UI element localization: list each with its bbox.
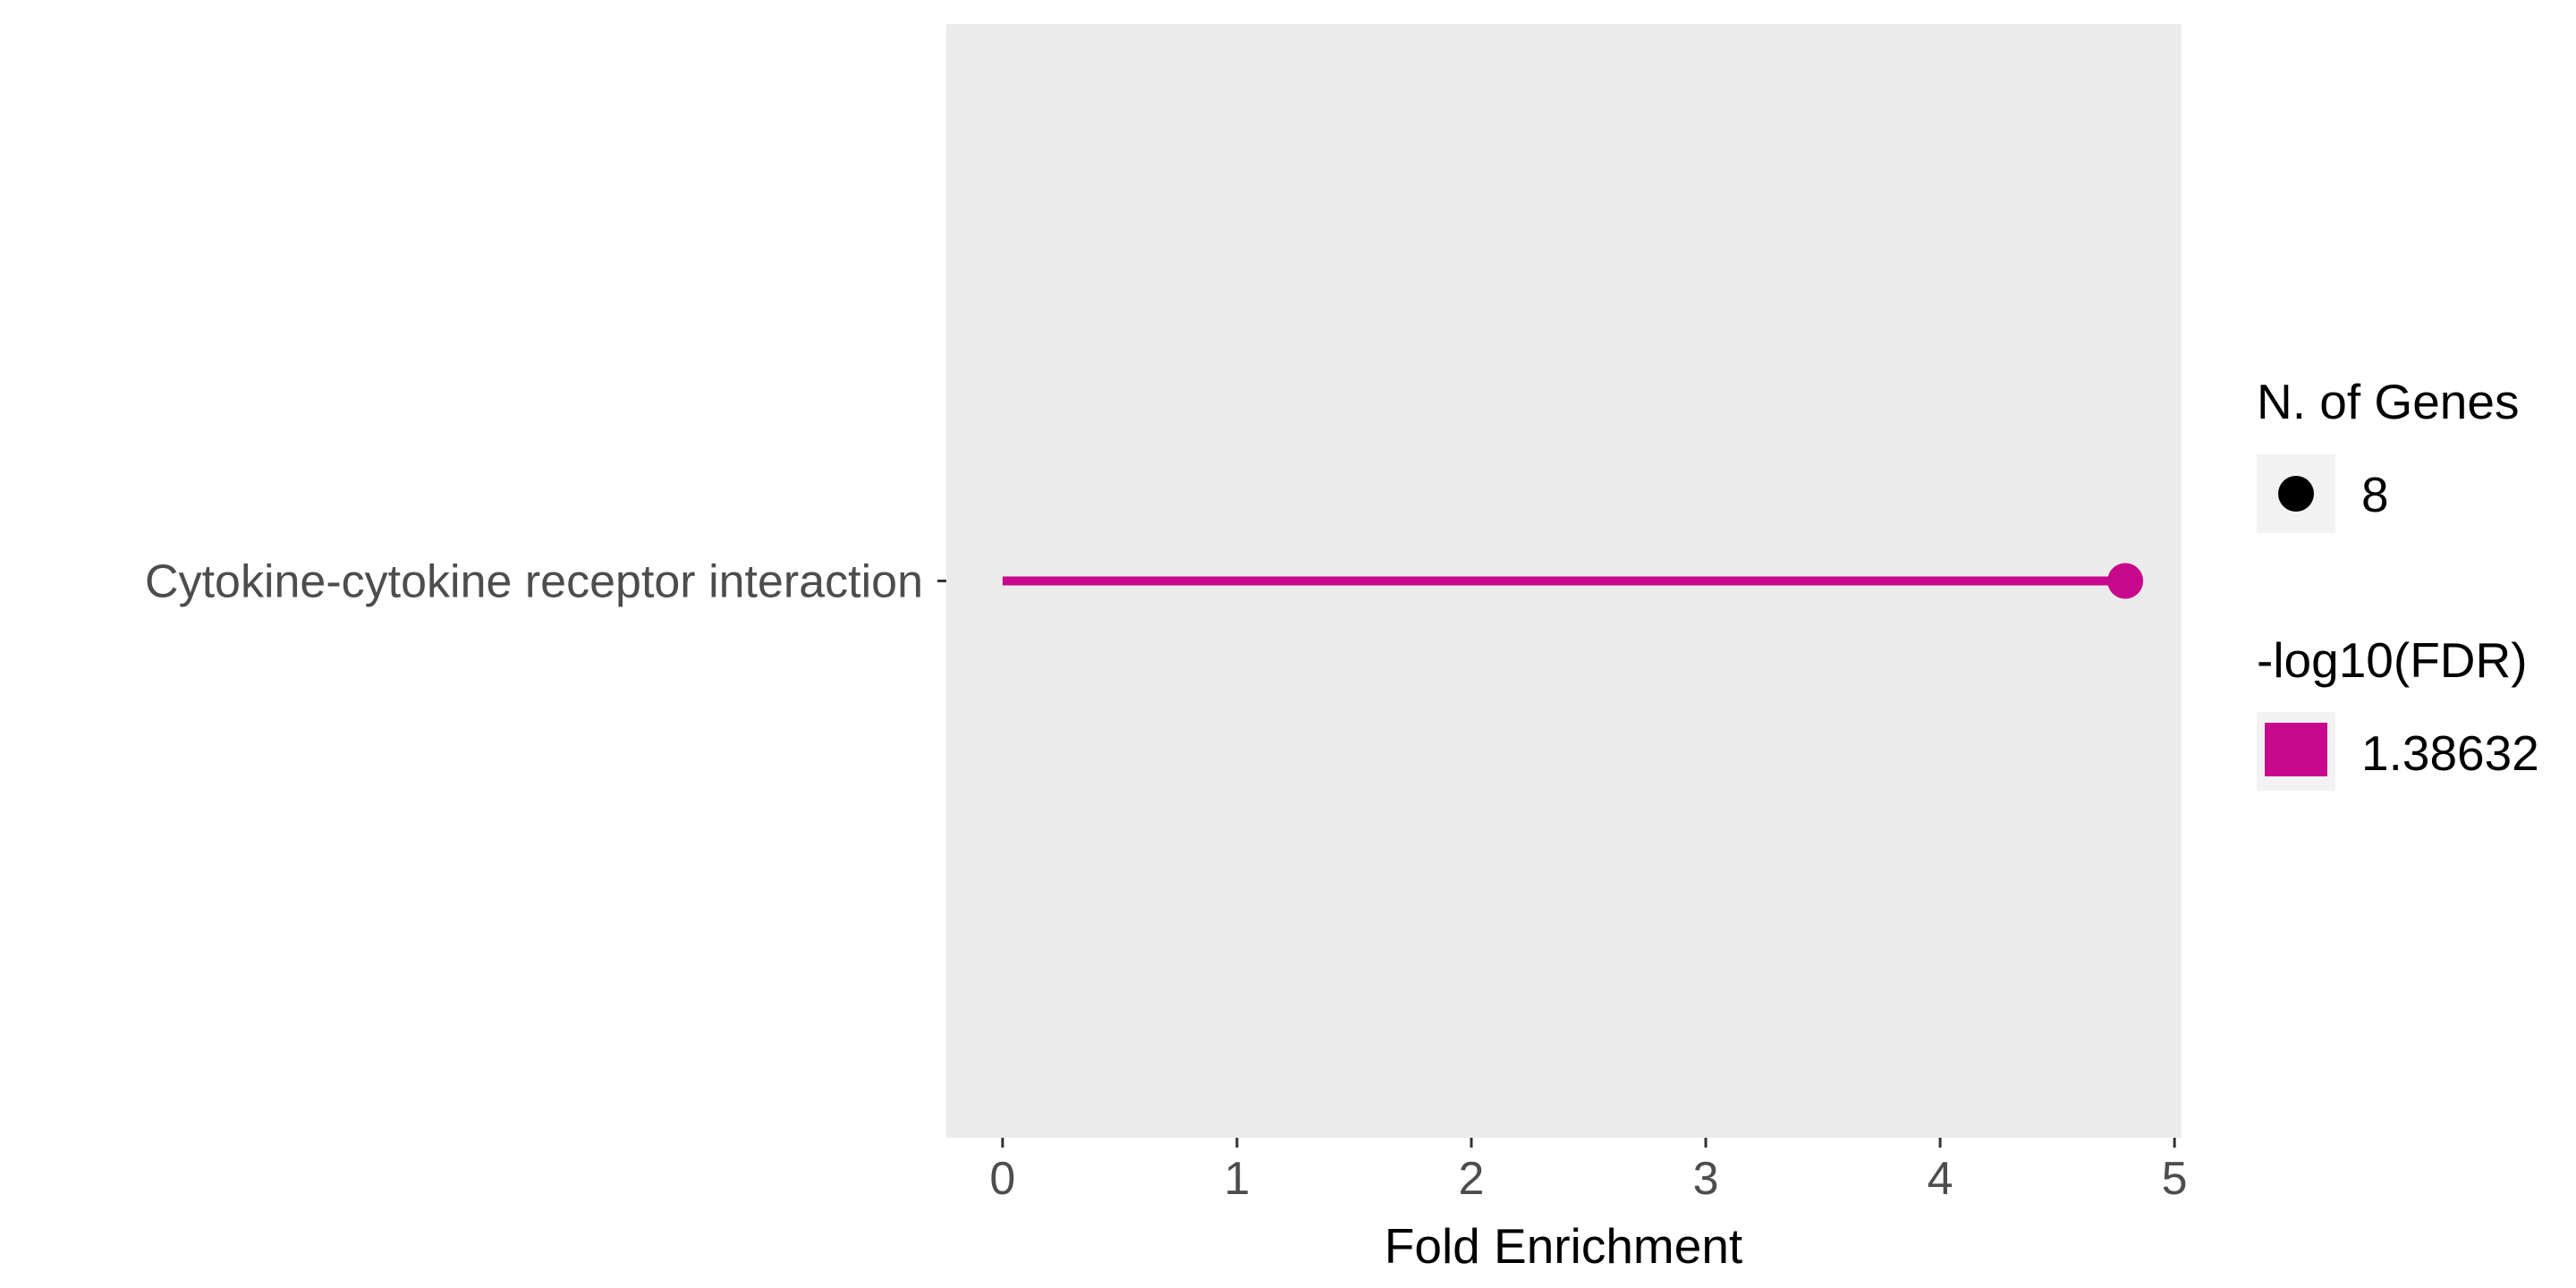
y-axis: Cytokine-cytokine receptor interaction bbox=[145, 556, 946, 608]
legend-color-label: 1.38632 bbox=[2361, 725, 2539, 781]
x-axis: 0 1 2 3 4 5 bbox=[989, 1138, 2188, 1205]
x-tick-label: 4 bbox=[1928, 1153, 1953, 1205]
legend-color-dot-icon bbox=[2271, 726, 2321, 776]
legend-size-dot-icon bbox=[2278, 476, 2314, 512]
legend-size-title: N. of Genes bbox=[2257, 374, 2519, 429]
x-tick-label: 2 bbox=[1459, 1153, 1485, 1205]
legend-size: N. of Genes 8 bbox=[2257, 374, 2519, 533]
lollipop-point bbox=[2107, 563, 2144, 599]
legend-color-title: -log10(FDR) bbox=[2257, 632, 2528, 688]
x-tick-label: 0 bbox=[989, 1153, 1015, 1205]
legend-color: -log10(FDR) 1.38632 bbox=[2257, 632, 2539, 791]
x-tick-label: 3 bbox=[1693, 1153, 1719, 1205]
marks-layer bbox=[1002, 563, 2144, 599]
legend-size-label: 8 bbox=[2361, 467, 2389, 522]
y-tick-label: Cytokine-cytokine receptor interaction bbox=[145, 556, 923, 608]
x-tick-label: 1 bbox=[1224, 1153, 1250, 1205]
x-tick-label: 5 bbox=[2162, 1153, 2188, 1205]
x-axis-title: Fold Enrichment bbox=[1385, 1218, 1742, 1274]
